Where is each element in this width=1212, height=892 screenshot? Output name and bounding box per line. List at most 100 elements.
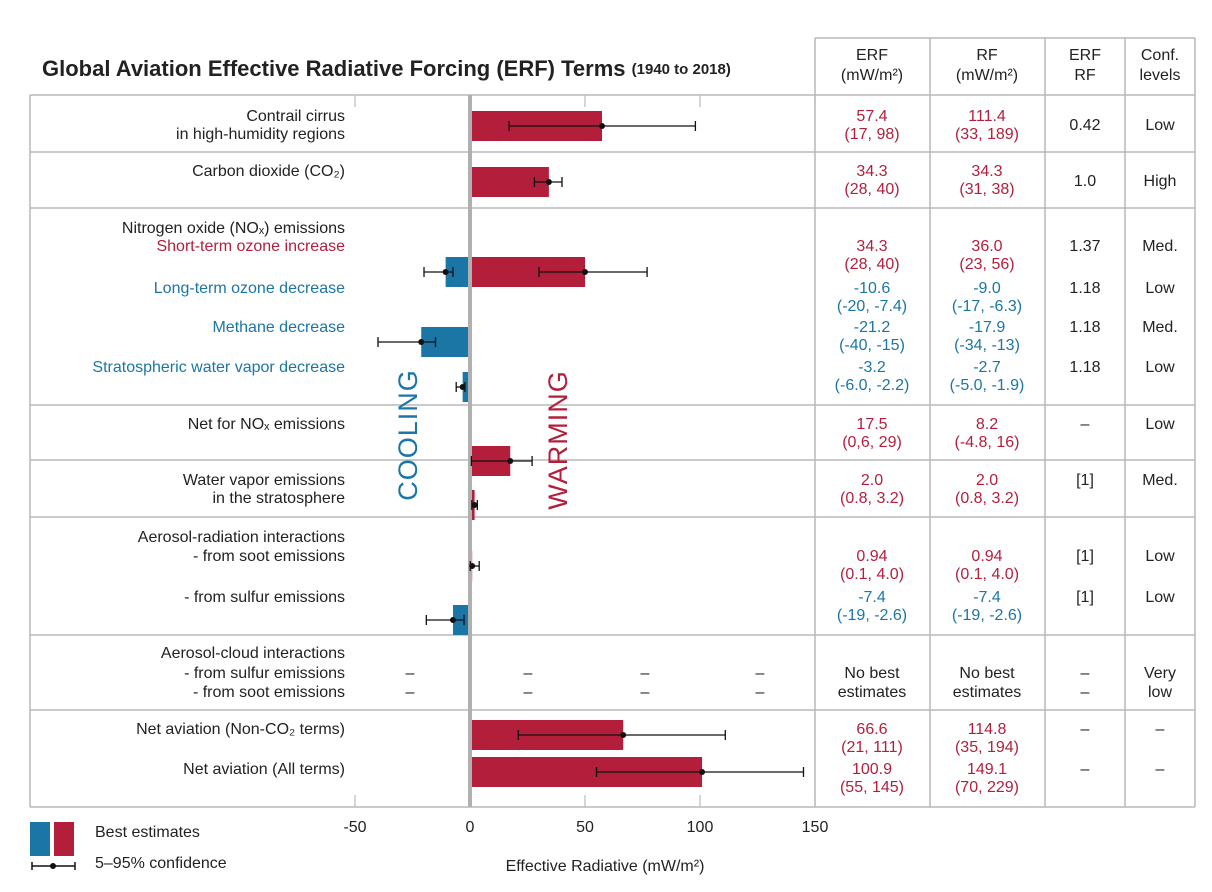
- row-label: in the stratosphere: [212, 490, 345, 507]
- no-estimate-mark: –: [756, 665, 765, 682]
- no-estimate-mark: –: [641, 684, 650, 701]
- erf-cell: -10.6: [854, 280, 891, 297]
- x-tick-label: 50: [576, 819, 594, 836]
- erf-cell: (17, 98): [844, 126, 899, 143]
- best-estimate-dot: [471, 502, 478, 508]
- legend: Best estimates 5–95% confidence: [30, 822, 227, 872]
- rf-cell: 149.1: [967, 761, 1007, 778]
- confidence-cell: Very: [1144, 665, 1176, 682]
- ratio-cell: [1]: [1076, 472, 1094, 489]
- confidence-cell: Low: [1145, 359, 1175, 376]
- best-estimate-dot: [699, 769, 706, 775]
- confidence-cell: –: [1156, 761, 1165, 778]
- rf-cell: -17.9: [969, 319, 1006, 336]
- row-label: Long-term ozone decrease: [154, 280, 345, 297]
- legend-label: Best estimates: [95, 824, 200, 841]
- row-label: Net for NOₓ emissions: [188, 416, 345, 433]
- x-tick-label: 100: [687, 819, 714, 836]
- best-estimate-dot: [545, 179, 552, 185]
- rf-cell: (33, 189): [955, 126, 1019, 143]
- rf-cell: 114.8: [968, 721, 1007, 738]
- erf-cell: 0.94: [856, 548, 887, 565]
- no-estimate-mark: –: [756, 684, 765, 701]
- ratio-cell: [1]: [1076, 548, 1094, 565]
- erf-cell: (-20, -7.4): [837, 298, 907, 315]
- ratio-cell: –: [1081, 761, 1090, 778]
- bar: [445, 257, 468, 287]
- erf-cell: (0.8, 3.2): [840, 490, 904, 507]
- best-estimate-dot: [442, 269, 449, 275]
- rf-cell: 36.0: [971, 238, 1002, 255]
- rf-cell: (0.8, 3.2): [955, 490, 1019, 507]
- erf-cell: (21, 111): [841, 739, 903, 756]
- rf-cell: -7.4: [973, 589, 1001, 606]
- confidence-cell: Med.: [1142, 472, 1178, 489]
- ratio-cell: –: [1081, 665, 1090, 682]
- erf-cell: -7.4: [858, 589, 886, 606]
- best-estimate-dot: [459, 384, 466, 390]
- erf-cell: (55, 145): [840, 779, 904, 796]
- legend-label: 5–95% confidence: [95, 855, 227, 872]
- ratio-cell: –: [1081, 416, 1090, 433]
- confidence-cell: Low: [1145, 416, 1175, 433]
- erf-cell: (-40, -15): [839, 337, 905, 354]
- row-label: Contrail cirrus: [246, 108, 345, 125]
- ratio-cell: –: [1081, 721, 1090, 738]
- erf-cell: (0,6, 29): [842, 434, 902, 451]
- row-label: Net aviation (All terms): [183, 761, 345, 778]
- erf-cell: -21.2: [854, 319, 891, 336]
- erf-cell: (28, 40): [844, 181, 899, 198]
- no-estimate-mark: –: [524, 684, 533, 701]
- no-estimate-mark: –: [524, 665, 533, 682]
- column-header: Conf.: [1141, 47, 1179, 64]
- confidence-cell: Med.: [1142, 238, 1178, 255]
- rf-cell: 34.3: [971, 163, 1002, 180]
- erf-cell: (28, 40): [844, 256, 899, 273]
- x-tick-label: 150: [802, 819, 829, 836]
- ratio-cell: 1.18: [1069, 280, 1100, 297]
- confidence-cell: –: [1156, 721, 1165, 738]
- x-tick-label: -50: [343, 819, 366, 836]
- confidence-cell: Low: [1145, 548, 1175, 565]
- rf-cell: (-19, -2.6): [952, 607, 1022, 624]
- row-label: Stratospheric water vapor decrease: [92, 359, 345, 376]
- confidence-cell: Low: [1145, 280, 1175, 297]
- row-label: Net aviation (Non-CO₂ terms): [136, 721, 345, 738]
- row-label: - from sulfur emissions: [184, 589, 345, 606]
- ratio-cell: 1.37: [1069, 238, 1100, 255]
- erf-cell: -3.2: [858, 359, 886, 376]
- erf-cell: (-6.0, -2.2): [835, 377, 910, 394]
- best-estimate-dot: [582, 269, 588, 275]
- column-header: RF: [976, 47, 998, 64]
- confidence-cell: Low: [1145, 589, 1175, 606]
- erf-cell: 100.9: [852, 761, 892, 778]
- rf-cell: (0.1, 4.0): [955, 566, 1019, 583]
- best-estimate-dot: [449, 617, 456, 623]
- erf-cell: No best: [844, 665, 900, 682]
- row-label: Aerosol-cloud interactions: [161, 645, 345, 662]
- row-label: - from soot emissions: [193, 548, 345, 565]
- rf-cell: -9.0: [973, 280, 1001, 297]
- ratio-cell: 1.18: [1069, 319, 1100, 336]
- rf-cell: (31, 38): [959, 181, 1014, 198]
- rf-cell: (70, 229): [955, 779, 1019, 796]
- rf-cell: (-5.0, -1.9): [950, 377, 1025, 394]
- row-label: - from sulfur emissions: [184, 665, 345, 682]
- erf-cell: 2.0: [861, 472, 883, 489]
- column-header: ERF: [1069, 47, 1101, 64]
- row-label: Methane decrease: [212, 319, 345, 336]
- rf-cell: (23, 56): [959, 256, 1014, 273]
- row-label: Water vapor emissions: [183, 472, 345, 489]
- row-label: in high-humidity regions: [176, 126, 345, 143]
- no-estimate-mark: –: [641, 665, 650, 682]
- rf-cell: 111.4: [968, 108, 1006, 125]
- warming-label: WARMING: [543, 370, 573, 509]
- rf-cell: (-34, -13): [954, 337, 1020, 354]
- no-estimate-mark: –: [406, 665, 415, 682]
- rf-cell: (-17, -6.3): [952, 298, 1022, 315]
- rf-cell: (35, 194): [955, 739, 1019, 756]
- row-label: Carbon dioxide (CO₂): [192, 163, 345, 180]
- subtitle: (1940 to 2018): [632, 61, 731, 78]
- column-header: (mW/m²): [956, 67, 1018, 84]
- legend-swatch-warming: [54, 822, 74, 856]
